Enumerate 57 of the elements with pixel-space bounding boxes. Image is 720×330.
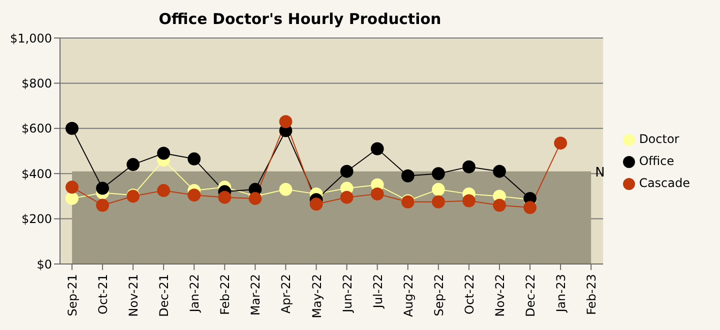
legend-label: Cascade bbox=[639, 176, 690, 190]
point bbox=[188, 152, 201, 166]
point bbox=[432, 195, 445, 208]
point bbox=[66, 192, 78, 205]
x-tick-label: Sep-21 bbox=[66, 274, 80, 316]
x-tick-label: Dec-21 bbox=[157, 274, 172, 317]
x-tick-label: Apr-22 bbox=[279, 274, 294, 314]
point bbox=[432, 182, 445, 196]
point bbox=[401, 169, 414, 182]
x-tick-label: Feb-22 bbox=[218, 274, 232, 315]
y-tick-label: $600 bbox=[21, 122, 52, 136]
band-label: N bbox=[595, 165, 605, 180]
point bbox=[96, 182, 110, 195]
point bbox=[492, 198, 506, 212]
x-tick-label: Feb-23 bbox=[584, 274, 599, 315]
point bbox=[462, 160, 476, 174]
point bbox=[370, 187, 384, 200]
x-tick-label: Sep-22 bbox=[432, 274, 446, 316]
y-tick-label: $0 bbox=[36, 257, 52, 272]
legend-label: Doctor bbox=[639, 132, 680, 146]
point bbox=[554, 136, 568, 150]
x-tick-label: Mar-22 bbox=[248, 274, 263, 316]
point bbox=[96, 198, 110, 212]
point bbox=[462, 194, 476, 208]
point bbox=[157, 146, 170, 160]
x-tick-label: Nov-21 bbox=[126, 274, 141, 317]
point bbox=[188, 188, 201, 202]
point bbox=[492, 164, 506, 178]
point bbox=[370, 142, 384, 156]
point bbox=[126, 158, 140, 172]
y-tick-label: $800 bbox=[21, 76, 52, 90]
x-tick-label: Aug-22 bbox=[401, 274, 416, 318]
point bbox=[66, 122, 78, 135]
point bbox=[279, 182, 292, 196]
x-tick-label: Dec-22 bbox=[524, 274, 538, 317]
x-tick-label: Oct-22 bbox=[462, 274, 476, 314]
point bbox=[66, 180, 78, 194]
point bbox=[279, 115, 292, 128]
point bbox=[432, 167, 445, 180]
x-tick-label: Jul-22 bbox=[370, 274, 385, 310]
point bbox=[157, 184, 170, 198]
x-tick-label: Jan-23 bbox=[554, 274, 568, 314]
legend-label: Office bbox=[639, 154, 674, 168]
point bbox=[310, 198, 323, 211]
point bbox=[340, 190, 354, 204]
x-tick-label: Jan-22 bbox=[188, 274, 202, 314]
y-tick-label: $400 bbox=[21, 166, 52, 181]
x-tick-label: Jun-22 bbox=[340, 274, 354, 314]
point bbox=[218, 190, 232, 204]
point bbox=[523, 201, 536, 214]
y-tick-label: $200 bbox=[21, 212, 52, 226]
x-tick-label: Oct-21 bbox=[96, 274, 110, 314]
y-tick-label: $1,000 bbox=[10, 31, 52, 46]
chart-title: Office Doctor's Hourly Production bbox=[158, 10, 442, 28]
x-tick-label: Nov-22 bbox=[492, 274, 507, 317]
point bbox=[340, 164, 354, 178]
x-tick-label: May-22 bbox=[310, 274, 324, 318]
